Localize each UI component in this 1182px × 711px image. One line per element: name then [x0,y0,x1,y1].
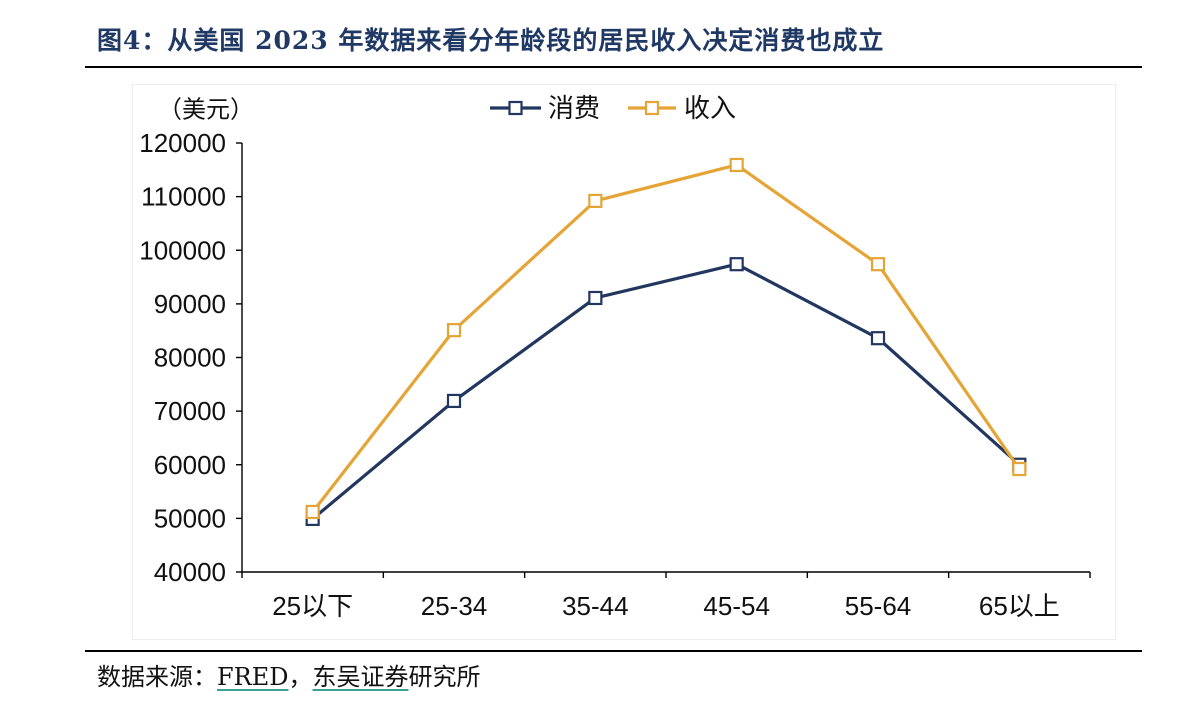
x-tick-label: 25以下 [272,591,353,621]
source-separator: ， [288,663,313,691]
source-fred: FRED [217,663,289,691]
source-research-institute: 研究所 [408,663,481,691]
y-tick-label: 90000 [154,289,226,319]
legend-label: 收入 [684,93,736,123]
source-label: 数据来源： [97,663,217,691]
source-rule [85,650,1142,652]
consumption-point [446,393,462,409]
income-point [1012,461,1027,477]
income-point [870,257,886,272]
source-broker-name: 东吴证券 [312,663,409,691]
x-tick-label: 35-44 [562,591,629,621]
legend-item-income: 收入 [628,93,736,123]
caption-rule [85,66,1142,68]
income-line [311,163,1021,514]
x-axis-ticks: 25以下 25-34 35-44 45-54 55-64 65以上 [241,572,1091,621]
income-point [446,323,462,338]
consumption-point [870,331,886,346]
income-point [729,157,744,173]
y-tick-label: 60000 [154,450,226,480]
income-point [588,193,603,209]
series-layer [305,157,1027,527]
consumption-series [305,257,1027,527]
x-tick-label: 25-34 [421,591,488,621]
y-axis-ticks: 40000 50000 60000 70000 80000 90000 100000 1100… [139,128,242,587]
consumption-point [729,257,744,272]
y-tick-label: 40000 [154,557,226,587]
consumption-point [588,290,603,306]
legend-label: 消费 [548,93,600,123]
legend: 消费 收入 [490,93,736,123]
consumption-line [311,262,1021,521]
chart-frame [132,84,1116,640]
income-series [305,157,1027,520]
axes [241,143,1090,573]
x-tick-label: 55-64 [845,591,912,621]
y-tick-label: 110000 [141,182,226,212]
y-tick-label: 70000 [154,396,226,426]
y-tick-label: 80000 [154,343,226,373]
legend-swatch-marker [644,100,660,116]
y-tick-label: 120000 [139,128,226,158]
data-source-note: 数据来源：FRED，东吴证券研究所 [97,662,480,692]
y-axis-unit-label: （美元） [158,97,254,124]
y-tick-label: 50000 [154,503,226,533]
legend-item-consumption: 消费 [490,93,600,123]
legend-swatch-marker [508,100,523,116]
income-point [305,504,320,520]
figure-caption: 图4：从美国 2023 年数据来看分年龄段的居民收入决定消费也成立 [97,26,885,55]
y-tick-label: 100000 [139,235,226,265]
x-tick-label: 65以上 [979,591,1060,621]
x-tick-label: 45-54 [703,591,770,621]
